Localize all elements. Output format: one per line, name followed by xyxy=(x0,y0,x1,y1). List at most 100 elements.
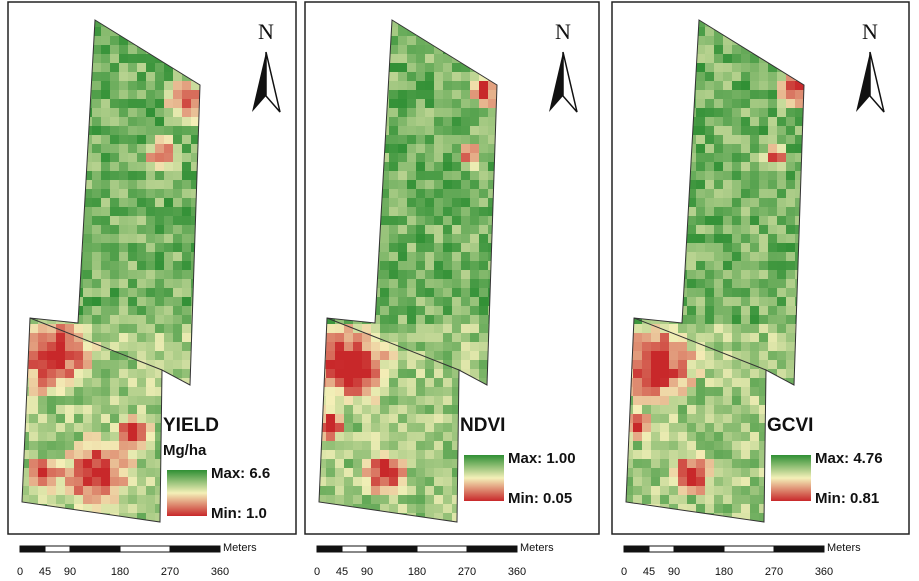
field-pixel xyxy=(128,369,138,379)
legend-ramp xyxy=(167,470,207,516)
field-pixel xyxy=(741,63,751,73)
field-pixel xyxy=(38,18,48,28)
field-pixel xyxy=(155,252,165,262)
field-pixel xyxy=(74,423,84,433)
field-pixel xyxy=(723,198,733,208)
field-pixel xyxy=(191,36,201,46)
field-pixel xyxy=(497,90,507,100)
field-pixel xyxy=(173,153,183,163)
field-pixel xyxy=(146,45,156,55)
field-pixel xyxy=(56,135,66,145)
field-pixel xyxy=(786,18,796,28)
field-pixel xyxy=(443,72,453,82)
field-pixel xyxy=(146,234,156,244)
field-pixel xyxy=(74,378,84,388)
field-pixel xyxy=(317,387,327,397)
field-pixel xyxy=(669,423,679,433)
field-pixel xyxy=(101,369,111,379)
field-pixel xyxy=(353,243,363,253)
field-pixel xyxy=(362,90,372,100)
field-pixel xyxy=(434,207,444,217)
field-pixel xyxy=(633,423,643,433)
field-pixel xyxy=(92,360,102,370)
field-pixel xyxy=(344,279,354,289)
field-pixel xyxy=(651,108,661,118)
field-pixel xyxy=(660,360,670,370)
field-pixel xyxy=(119,450,129,460)
field-pixel xyxy=(74,342,84,352)
field-pixel xyxy=(137,252,147,262)
field-pixel xyxy=(398,207,408,217)
field-pixel xyxy=(461,216,471,226)
field-pixel xyxy=(38,369,48,379)
field-pixel xyxy=(452,18,462,28)
field-pixel xyxy=(633,27,643,37)
field-pixel xyxy=(425,81,435,91)
field-pixel xyxy=(669,135,679,145)
field-pixel xyxy=(110,45,120,55)
field-pixel xyxy=(786,306,796,316)
field-pixel xyxy=(326,270,336,280)
field-pixel xyxy=(398,162,408,172)
field-pixel xyxy=(371,18,381,28)
field-pixel xyxy=(182,459,192,469)
field-pixel xyxy=(795,342,805,352)
field-pixel xyxy=(128,414,138,424)
field-pixel xyxy=(651,171,661,181)
field-raster xyxy=(317,18,507,532)
field-pixel xyxy=(110,378,120,388)
field-pixel xyxy=(669,360,679,370)
field-pixel xyxy=(678,135,688,145)
field-pixel xyxy=(678,99,688,109)
field-pixel xyxy=(335,513,345,523)
field-pixel xyxy=(200,234,210,244)
field-pixel xyxy=(335,45,345,55)
field-pixel xyxy=(110,306,120,316)
field-pixel xyxy=(479,288,489,298)
field-pixel xyxy=(795,144,805,154)
field-pixel xyxy=(119,180,129,190)
field-pixel xyxy=(479,315,489,325)
field-pixel xyxy=(443,99,453,109)
field-pixel xyxy=(777,135,787,145)
field-pixel xyxy=(137,126,147,136)
field-pixel xyxy=(786,144,796,154)
field-pixel xyxy=(362,234,372,244)
field-pixel xyxy=(479,405,489,415)
field-pixel xyxy=(759,297,769,307)
field-pixel xyxy=(182,99,192,109)
field-pixel xyxy=(29,108,39,118)
field-pixel xyxy=(786,279,796,289)
field-pixel xyxy=(660,306,670,316)
field-pixel xyxy=(443,441,453,451)
field-pixel xyxy=(371,36,381,46)
field-pixel xyxy=(380,63,390,73)
field-pixel xyxy=(750,324,760,334)
field-pixel xyxy=(759,171,769,181)
field-pixel xyxy=(173,108,183,118)
field-pixel xyxy=(741,126,751,136)
field-pixel xyxy=(380,243,390,253)
field-pixel xyxy=(74,144,84,154)
scale-tick-label: 45 xyxy=(39,566,51,578)
field-pixel xyxy=(479,324,489,334)
field-pixel xyxy=(146,333,156,343)
field-pixel xyxy=(488,396,498,406)
field-pixel xyxy=(687,54,697,64)
field-pixel xyxy=(768,216,778,226)
field-pixel xyxy=(335,27,345,37)
field-pixel xyxy=(624,342,634,352)
field-pixel xyxy=(470,315,480,325)
field-pixel xyxy=(434,414,444,424)
field-pixel xyxy=(723,72,733,82)
field-pixel xyxy=(101,45,111,55)
field-pixel xyxy=(119,513,129,523)
field-pixel xyxy=(47,144,57,154)
field-pixel xyxy=(714,90,724,100)
field-pixel xyxy=(326,477,336,487)
field-pixel xyxy=(326,450,336,460)
field-pixel xyxy=(687,432,697,442)
field-pixel xyxy=(137,171,147,181)
field-pixel xyxy=(669,468,679,478)
field-pixel xyxy=(461,324,471,334)
